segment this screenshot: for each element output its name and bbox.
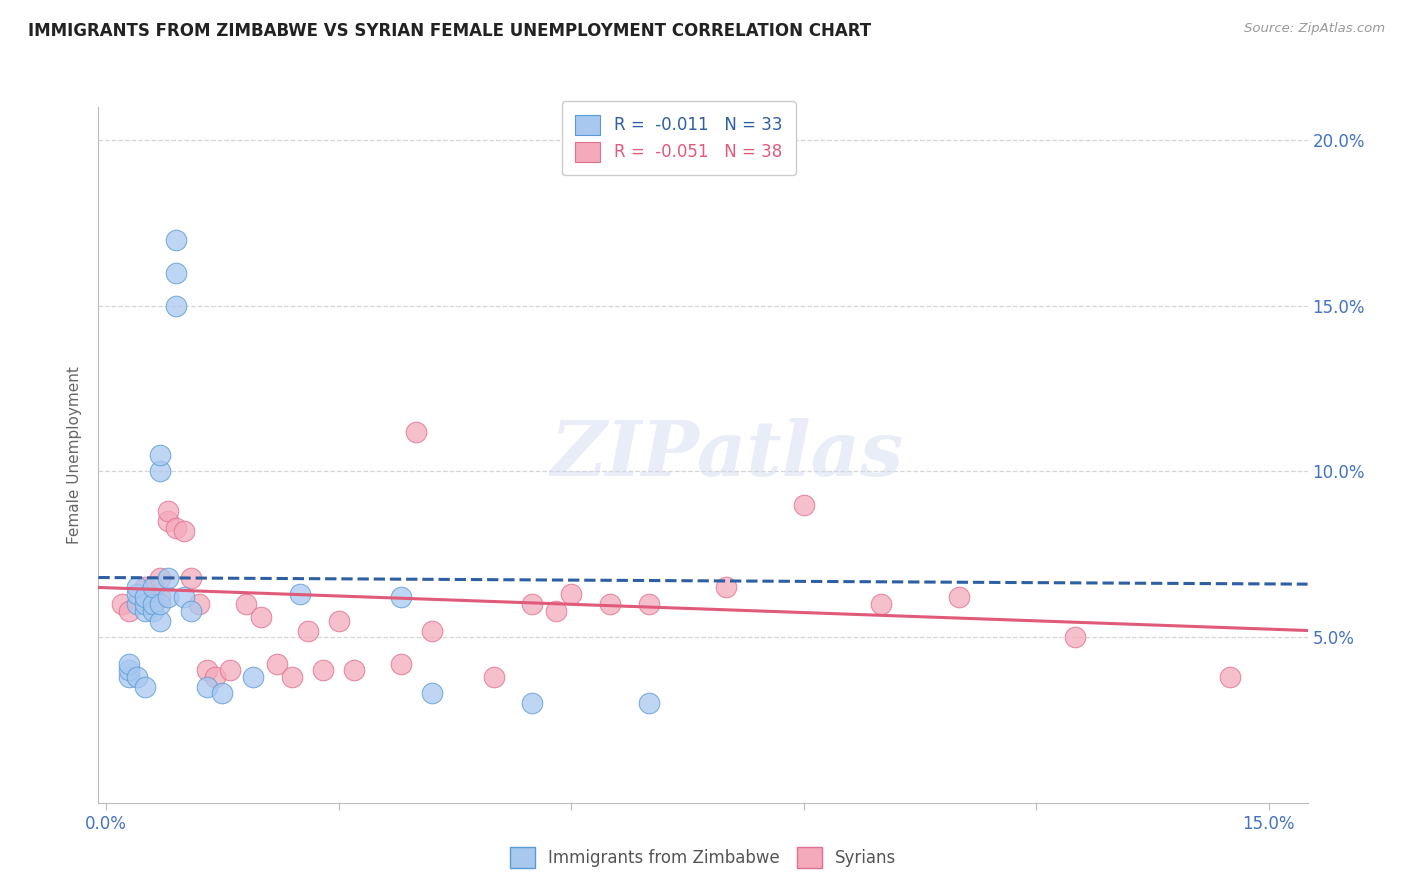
Point: [420, 686, 443, 700]
Point: [522, 697, 544, 711]
Point: [165, 233, 187, 247]
Point: [142, 591, 165, 605]
Point: [127, 587, 149, 601]
Point: [195, 663, 218, 677]
Point: [389, 591, 412, 605]
Point: [420, 624, 443, 638]
Point: [149, 597, 172, 611]
Point: [149, 448, 172, 462]
Point: [134, 680, 156, 694]
Point: [157, 591, 180, 605]
Text: Source: ZipAtlas.com: Source: ZipAtlas.com: [1244, 22, 1385, 36]
Text: IMMIGRANTS FROM ZIMBABWE VS SYRIAN FEMALE UNEMPLOYMENT CORRELATION CHART: IMMIGRANTS FROM ZIMBABWE VS SYRIAN FEMAL…: [28, 22, 872, 40]
Point: [149, 570, 172, 584]
Point: [716, 581, 738, 595]
Point: [544, 604, 567, 618]
Point: [482, 670, 505, 684]
Point: [142, 581, 165, 595]
Point: [111, 597, 134, 611]
Point: [127, 597, 149, 611]
Point: [235, 597, 257, 611]
Legend: Immigrants from Zimbabwe, Syrians: Immigrants from Zimbabwe, Syrians: [503, 841, 903, 874]
Point: [312, 663, 335, 677]
Point: [522, 597, 544, 611]
Point: [149, 465, 172, 479]
Point: [157, 504, 180, 518]
Point: [173, 591, 195, 605]
Point: [793, 498, 815, 512]
Point: [118, 657, 141, 671]
Point: [870, 597, 893, 611]
Point: [281, 670, 304, 684]
Point: [389, 657, 412, 671]
Point: [637, 597, 659, 611]
Point: [127, 581, 149, 595]
Point: [149, 614, 172, 628]
Point: [288, 587, 311, 601]
Point: [165, 266, 187, 280]
Point: [134, 581, 156, 595]
Point: [118, 670, 141, 684]
Point: [560, 587, 582, 601]
Point: [142, 597, 165, 611]
Point: [188, 597, 211, 611]
Point: [134, 604, 156, 618]
Point: [948, 591, 970, 605]
Point: [165, 521, 187, 535]
Point: [242, 670, 264, 684]
Point: [157, 514, 180, 528]
Point: [149, 591, 172, 605]
Point: [118, 663, 141, 677]
Point: [127, 670, 149, 684]
Point: [211, 686, 233, 700]
Point: [157, 570, 180, 584]
Y-axis label: Female Unemployment: Female Unemployment: [67, 366, 83, 544]
Point: [134, 597, 156, 611]
Point: [180, 604, 202, 618]
Point: [219, 663, 242, 677]
Point: [195, 680, 218, 694]
Point: [142, 604, 165, 618]
Point: [173, 524, 195, 538]
Point: [328, 614, 350, 628]
Point: [204, 670, 226, 684]
Point: [343, 663, 366, 677]
Point: [1219, 670, 1241, 684]
Point: [250, 610, 273, 624]
Point: [165, 299, 187, 313]
Point: [180, 570, 202, 584]
Point: [405, 425, 427, 439]
Point: [637, 697, 659, 711]
Point: [266, 657, 288, 671]
Point: [297, 624, 319, 638]
Point: [599, 597, 621, 611]
Point: [134, 591, 156, 605]
Point: [1064, 630, 1087, 644]
Point: [118, 604, 141, 618]
Text: ZIPatlas: ZIPatlas: [551, 418, 904, 491]
